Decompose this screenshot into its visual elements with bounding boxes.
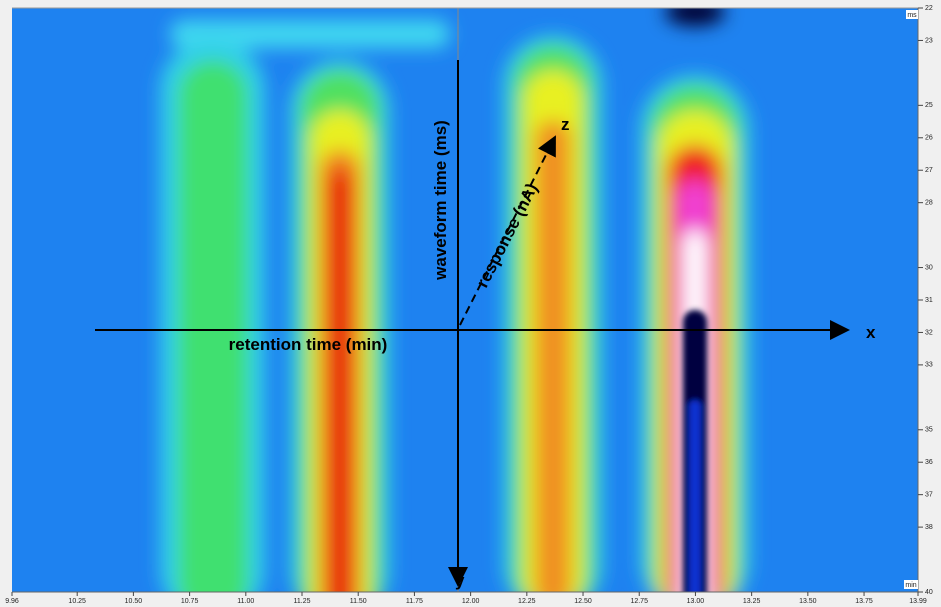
- x-unit: min: [905, 582, 916, 589]
- y-tick-label: 25: [925, 102, 933, 109]
- y-tick-label: 40: [925, 589, 933, 596]
- x-tick-label: 13.25: [743, 598, 761, 605]
- y-tick-label: 23: [925, 37, 933, 44]
- y-letter: y: [455, 571, 465, 590]
- x-tick-label: 11.25: [294, 598, 311, 605]
- heat-peaks: [160, 8, 750, 592]
- z-letter: z: [561, 115, 570, 134]
- y-tick-label: 38: [925, 524, 933, 531]
- x-tick-label: 12.50: [574, 598, 592, 605]
- x-tick-label: 11.75: [406, 598, 423, 605]
- y-tick-label: 37: [925, 492, 933, 499]
- y-tick-label: 22: [925, 5, 933, 12]
- heat-core: [683, 310, 707, 592]
- y-tick-label: 32: [925, 329, 933, 336]
- y-tick-label: 26: [925, 135, 933, 142]
- y-unit: ms: [907, 12, 917, 19]
- x-tick-label: 11.00: [237, 598, 254, 605]
- unit-box: [904, 580, 918, 589]
- x-tick-label: 13.50: [799, 598, 817, 605]
- y-tick-label: 28: [925, 200, 933, 207]
- heatmap: [12, 8, 918, 592]
- x-tick-label: 10.50: [125, 598, 143, 605]
- x-letter: x: [866, 323, 876, 342]
- x-tick-label: 13.00: [687, 598, 705, 605]
- heatmap-background: [12, 8, 918, 592]
- axes-arrows: [95, 60, 850, 587]
- y-axis-strip: [918, 8, 941, 592]
- x-tick-label: 12.75: [630, 598, 648, 605]
- x-tick-label: 12.25: [518, 598, 536, 605]
- x-tick-label: 11.50: [350, 598, 367, 605]
- y-tick-label: 31: [925, 297, 933, 304]
- x-tick-label: 10.25: [68, 598, 86, 605]
- z-arrow: [459, 135, 556, 326]
- y-tick-label: 33: [925, 362, 933, 369]
- unit-box: [906, 10, 918, 19]
- x-tick-label: 12.00: [462, 598, 480, 605]
- y-label: waveform time (ms): [431, 120, 450, 281]
- x-tick-label: 9.96: [5, 598, 19, 605]
- y-tick-label: 30: [925, 264, 933, 271]
- x-tick-label: 13.75: [855, 598, 873, 605]
- x-tick-label: 13.99: [909, 598, 927, 605]
- y-tick-label: 35: [925, 427, 933, 434]
- y-tick-label: 36: [925, 459, 933, 466]
- x-label: retention time (min): [229, 335, 388, 354]
- y-tick-label: 27: [925, 167, 933, 174]
- x-tick-label: 10.75: [181, 598, 199, 605]
